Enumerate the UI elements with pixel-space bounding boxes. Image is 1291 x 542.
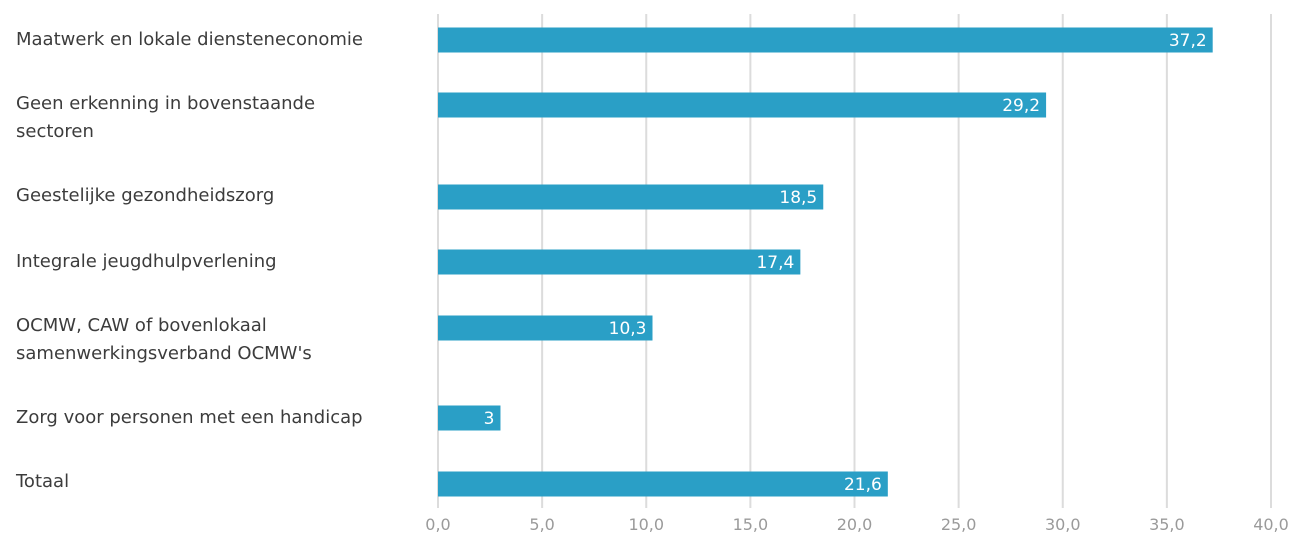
x-tick-label: 15,0 <box>733 515 769 534</box>
x-tick-label: 25,0 <box>941 515 977 534</box>
bar-value-label: 3 <box>484 409 495 429</box>
x-tick-label: 35,0 <box>1149 515 1185 534</box>
x-tick-label: 10,0 <box>628 515 664 534</box>
x-tick-label: 20,0 <box>837 515 873 534</box>
bar <box>438 315 653 341</box>
x-tick-label: 30,0 <box>1045 515 1081 534</box>
x-tick-label: 0,0 <box>425 515 450 534</box>
bar-value-label: 29,2 <box>1002 96 1040 116</box>
bar-value-label: 17,4 <box>756 253 794 273</box>
x-axis-ticks: 0,0 5,0 10,0 15,0 20,0 25,0 30,0 35,0 40,0 <box>425 515 1289 534</box>
bar-value-label: 10,3 <box>609 319 647 339</box>
category-label: Geen erkenning in bovenstaande sectoren <box>16 93 316 142</box>
bar-value-label: 21,6 <box>844 475 882 495</box>
bar <box>438 184 824 210</box>
category-label: OCMW, CAW of bovenlokaal samenwerkingsve… <box>16 315 312 364</box>
category-label: Maatwerk en lokale diensteneconomie <box>16 29 363 50</box>
bar-value-label: 37,2 <box>1169 31 1207 51</box>
bar <box>438 471 888 497</box>
category-label: Totaal <box>16 471 70 492</box>
category-label: Geestelijke gezondheidszorg <box>16 185 275 206</box>
x-tick-label: 40,0 <box>1253 515 1289 534</box>
bars: 37,2 29,2 18,5 17,4 10,3 3 21,6 <box>438 27 1213 497</box>
category-label: Integrale jeugdhulpverlening <box>16 251 277 272</box>
x-tick-label: 5,0 <box>529 515 554 534</box>
bar-value-label: 18,5 <box>779 188 817 208</box>
bar <box>438 92 1047 118</box>
bar <box>438 249 801 275</box>
bar <box>438 27 1213 53</box>
bar <box>438 405 501 431</box>
category-label: Zorg voor personen met een handicap <box>16 407 363 428</box>
